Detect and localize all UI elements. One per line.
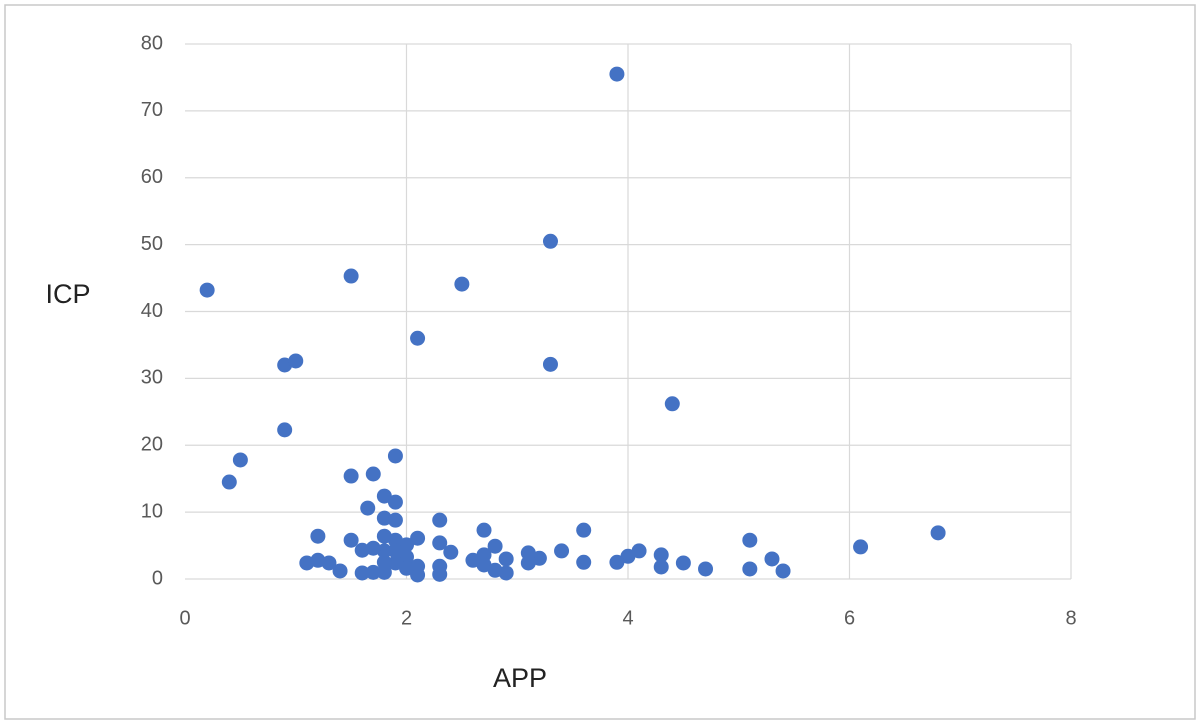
point [664, 396, 680, 412]
point [742, 532, 758, 548]
y-tick-label: 80 [141, 32, 163, 54]
point [609, 66, 625, 82]
point [199, 282, 215, 298]
x-axis-title: APP [493, 663, 547, 693]
chart-border [4, 4, 1196, 720]
point [410, 530, 426, 546]
point [288, 353, 304, 369]
point [376, 528, 392, 544]
point [520, 555, 536, 571]
y-tick-label: 40 [141, 300, 163, 322]
point [376, 488, 392, 504]
y-tick-label: 60 [141, 166, 163, 188]
y-tick-label: 70 [141, 99, 163, 121]
point [277, 422, 293, 438]
point [387, 543, 403, 559]
point [387, 555, 403, 571]
x-tick-label: 4 [622, 607, 633, 629]
x-tick-label: 6 [844, 607, 855, 629]
point [653, 559, 669, 575]
point [299, 555, 315, 571]
point [332, 563, 348, 579]
point [576, 554, 592, 570]
point [454, 276, 470, 292]
point [410, 567, 426, 583]
x-tick-label: 0 [179, 607, 190, 629]
point [432, 512, 448, 528]
point [498, 551, 514, 567]
point [576, 522, 592, 538]
point [465, 552, 481, 568]
point [360, 500, 376, 516]
point [221, 474, 237, 490]
point [376, 564, 392, 580]
point [343, 532, 359, 548]
point [387, 512, 403, 528]
point [443, 544, 459, 560]
point [343, 468, 359, 484]
point [365, 540, 381, 556]
y-tick-label: 10 [141, 500, 163, 522]
point [365, 564, 381, 580]
point [354, 542, 370, 558]
point [365, 466, 381, 482]
point [542, 233, 558, 249]
y-axis-title: ICP [45, 279, 90, 309]
point [476, 522, 492, 538]
point [698, 561, 714, 577]
point [554, 543, 570, 559]
y-tick-label: 0 [152, 567, 163, 589]
point [487, 538, 503, 554]
point [609, 554, 625, 570]
point [542, 356, 558, 372]
point [432, 566, 448, 582]
point [487, 562, 503, 578]
y-tick-label: 50 [141, 233, 163, 255]
point [387, 448, 403, 464]
point [853, 539, 869, 555]
point [399, 549, 414, 565]
point [354, 565, 370, 581]
point [343, 268, 359, 284]
point [675, 555, 691, 571]
y-tick-label: 30 [141, 367, 163, 389]
point [432, 535, 448, 551]
point [742, 561, 758, 577]
point [310, 528, 326, 544]
point [232, 452, 248, 468]
point [653, 547, 669, 563]
y-tick-label: 20 [141, 434, 163, 456]
x-tick-label: 2 [401, 607, 412, 629]
point [775, 563, 791, 579]
point [387, 494, 403, 510]
point [376, 510, 392, 526]
point [620, 548, 636, 564]
point [930, 525, 946, 541]
point [764, 551, 780, 567]
x-tick-label: 8 [1065, 607, 1076, 629]
point [410, 330, 426, 346]
